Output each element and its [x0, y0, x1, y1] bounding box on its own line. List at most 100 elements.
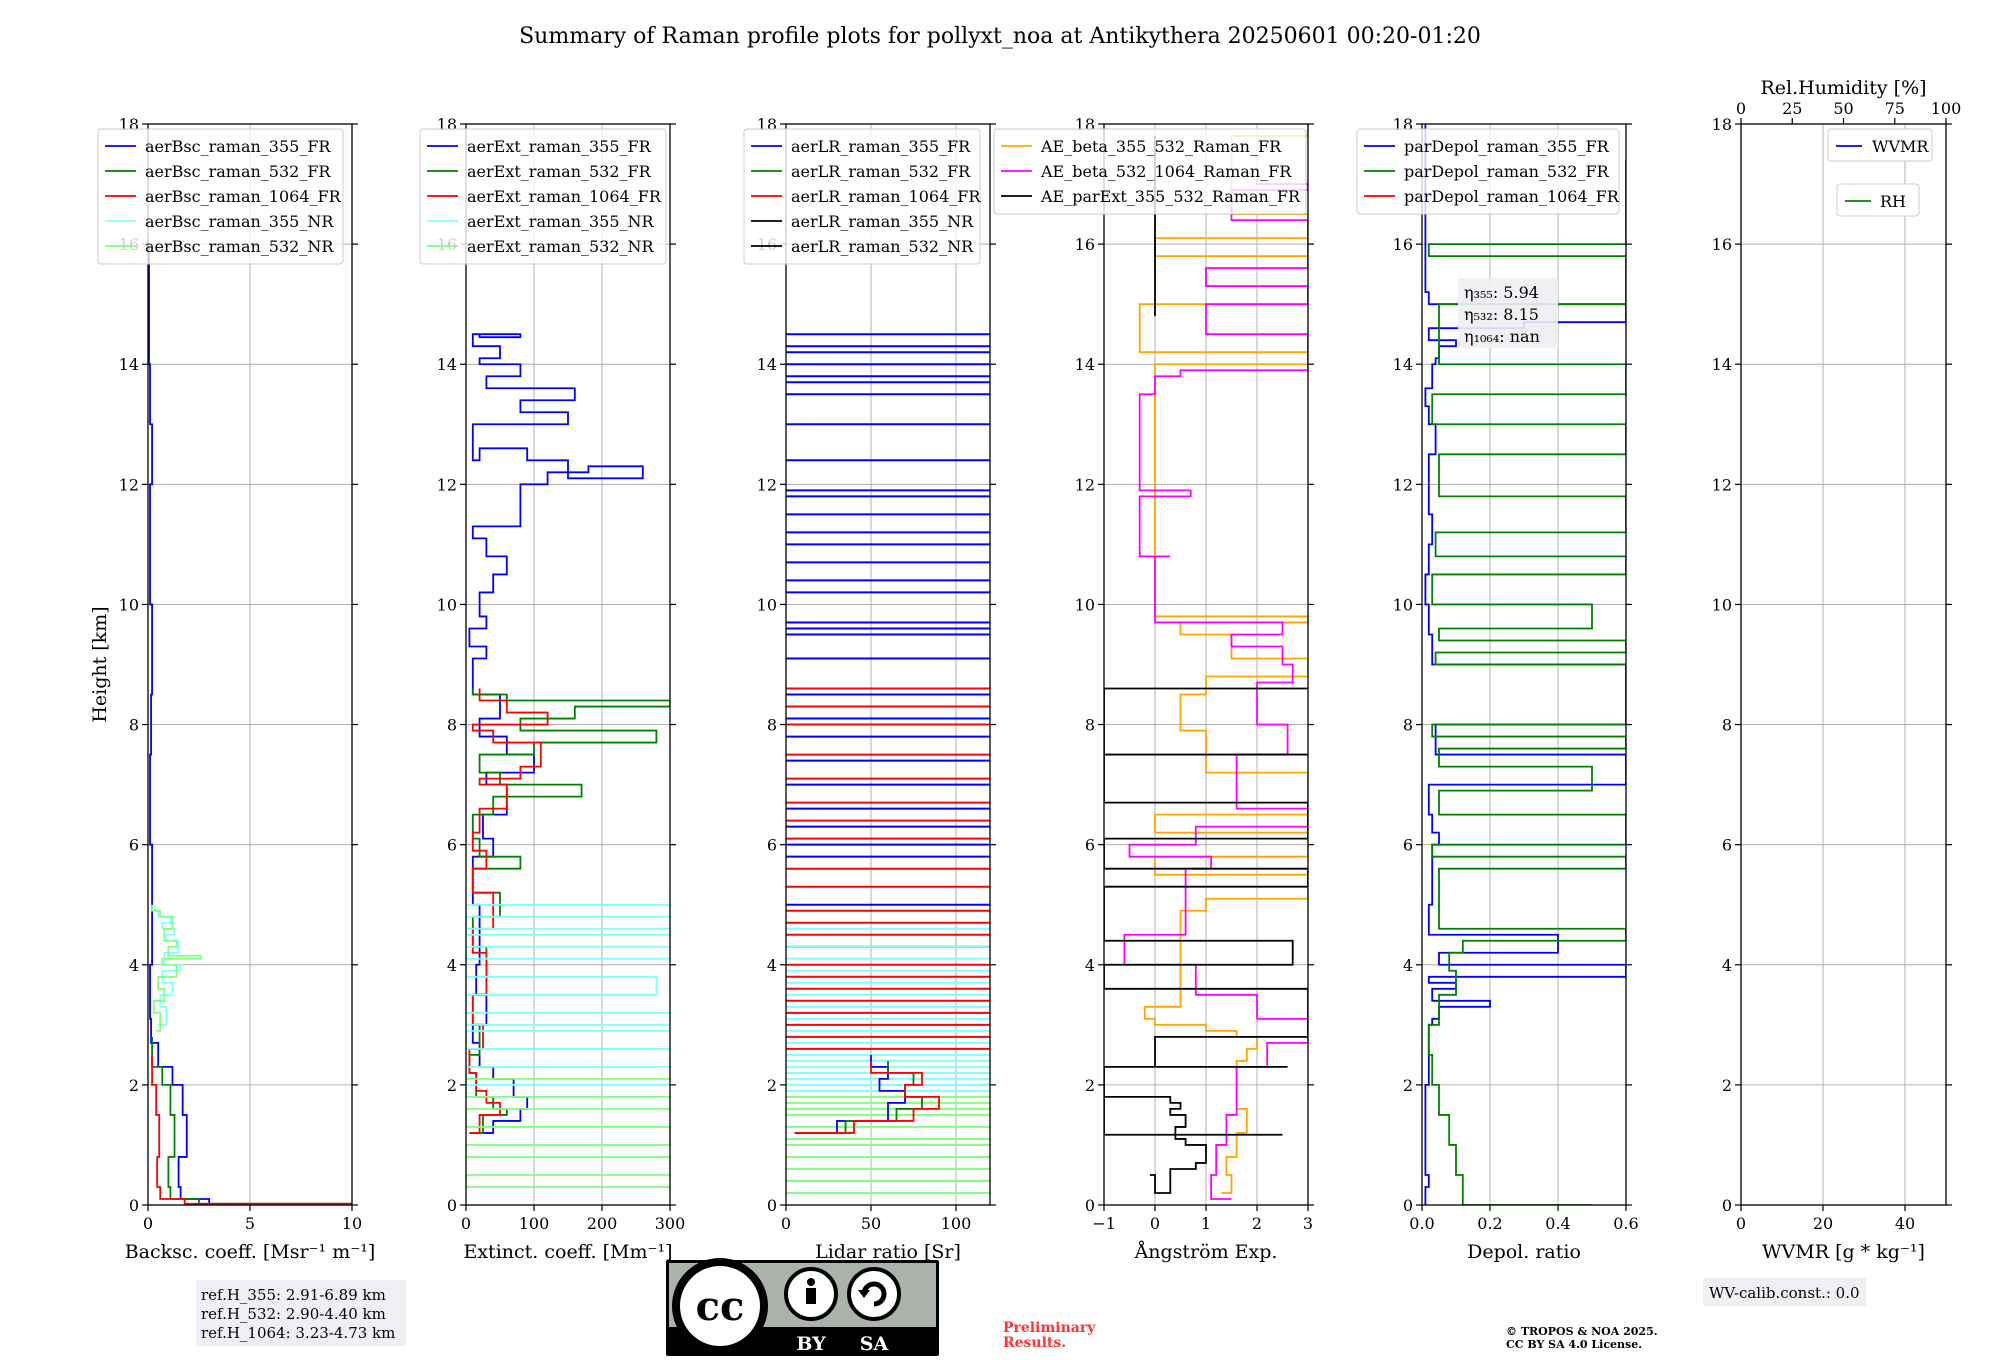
legend-box: [743, 128, 981, 265]
legend-label: aerBsc_raman_355_NR: [145, 212, 334, 231]
y-tick-label: 10: [1075, 595, 1095, 614]
y-tick-label: 16: [1712, 235, 1732, 254]
eta-annotation-box: [1458, 278, 1558, 348]
y-tick-label: 10: [1712, 595, 1732, 614]
series-aerLR_raman_1064_FR: [794, 1060, 940, 1134]
y-tick-label: 12: [119, 475, 139, 494]
x2-tick-label: 25: [1782, 99, 1802, 118]
x-axis-label: Lidar ratio [Sr]: [815, 1241, 961, 1263]
preliminary-label-line2: Results.: [1003, 1335, 1066, 1351]
legend-label: aerExt_raman_355_FR: [467, 137, 652, 156]
y-tick-label: 2: [447, 1076, 457, 1095]
y-tick-label: 2: [1722, 1076, 1732, 1095]
legend-label: WVMR: [1872, 137, 1929, 156]
y-tick-label: 8: [1722, 716, 1732, 735]
wv-calib-box: WV-calib.const.: 0.0: [1703, 1278, 1866, 1306]
x-tick-label: 2: [1252, 1214, 1262, 1233]
x-tick-label: 5: [245, 1214, 255, 1233]
y-tick-label: 8: [1403, 716, 1413, 735]
legend-label: aerBsc_raman_1064_FR: [145, 187, 342, 206]
legend-label: parDepol_raman_1064_FR: [1404, 187, 1620, 206]
x-tick-label: 200: [587, 1214, 618, 1233]
legend-label: aerBsc_raman_532_NR: [145, 237, 334, 256]
y-tick-label: 0: [767, 1196, 777, 1215]
series-aerBsc_raman_1064_FR: [151, 1054, 352, 1205]
y-tick-label: 12: [757, 475, 777, 494]
legend-label: AE_parExt_355_532_Raman_FR: [1040, 187, 1301, 206]
cc-license-badge: cc BY SA: [666, 1258, 939, 1356]
y-tick-label: 12: [1075, 475, 1095, 494]
x-tick-label: 0.6: [1613, 1214, 1638, 1233]
legend-box: [97, 128, 344, 265]
x-tick-label: 0: [1736, 1214, 1746, 1233]
series-aerExt_raman_355_FR: [468, 333, 644, 1134]
panel-bsc: 0510024681012141618Backsc. coeff. [Msr⁻¹…: [89, 115, 375, 1263]
y-tick-label: 14: [1075, 355, 1095, 374]
y-tick-label: 14: [1712, 355, 1732, 374]
legend-label: aerExt_raman_532_NR: [467, 237, 655, 256]
reference-height-355: ref.H_355: 2.91-6.89 km: [201, 1286, 386, 1304]
panel-lr: 050100024681012141618Lidar ratio [Sr]aer…: [743, 115, 996, 1263]
series-aerBsc_raman_532_FR: [151, 1036, 352, 1205]
y-tick-label: 16: [1393, 235, 1413, 254]
y-tick-label: 0: [129, 1196, 139, 1215]
x-tick-label: 3: [1303, 1214, 1313, 1233]
series-parDepol_raman_532_FR: [1427, 160, 1626, 1205]
y-tick-label: 8: [767, 716, 777, 735]
license-by-label: BY: [796, 1333, 826, 1355]
y-tick-label: 0: [1085, 1196, 1095, 1215]
legend-label: aerBsc_raman_532_FR: [145, 162, 331, 181]
legend-label: aerLR_raman_532_NR: [791, 237, 974, 256]
y-tick-label: 14: [757, 355, 777, 374]
series-AE_parExt_355_532_Raman_FR: [1104, 687, 1308, 1194]
license-sa-label: SA: [860, 1333, 889, 1355]
axes-frame-lr: [785, 123, 991, 1206]
y-tick-label: 0: [1403, 1196, 1413, 1215]
y-tick-label: 14: [1393, 355, 1413, 374]
y-tick-label: 6: [1722, 836, 1732, 855]
legend-box: [1356, 128, 1620, 215]
series-aerBsc_raman_532_NR: [151, 904, 202, 1032]
x-tick-label: 50: [861, 1214, 881, 1233]
x-tick-label: −1: [1092, 1214, 1116, 1233]
share-alike-icon: [847, 1267, 901, 1321]
y-tick-label: 2: [1085, 1076, 1095, 1095]
panels-container: 0510024681012141618Backsc. coeff. [Msr⁻¹…: [89, 77, 1961, 1263]
x-tick-label: 0: [1150, 1214, 1160, 1233]
y-axis-label: Height [km]: [89, 606, 111, 722]
x2-tick-label: 100: [1931, 99, 1962, 118]
legend-box-rh: [1836, 183, 1920, 217]
y-tick-label: 10: [1393, 595, 1413, 614]
y-tick-label: 14: [437, 355, 457, 374]
svg-text:cc: cc: [696, 1283, 745, 1330]
series-aerExt_raman_532_NR: [466, 1060, 670, 1188]
series-aerExt_raman_355_NR: [466, 903, 670, 1086]
copyright-line2: CC BY SA 4.0 License.: [1506, 1338, 1642, 1351]
y-tick-label: 4: [1722, 956, 1732, 975]
series-aerBsc_raman_355_FR: [148, 244, 352, 1205]
figure-title: Summary of Raman profile plots for polly…: [519, 24, 1481, 49]
x-tick-label: 20: [1813, 1214, 1833, 1233]
y-tick-label: 8: [129, 716, 139, 735]
eta-annotation-line: η₅₃₂: 8.15: [1464, 305, 1539, 324]
legend-label: parDepol_raman_532_FR: [1404, 162, 1610, 181]
x-tick-label: 0: [461, 1214, 471, 1233]
y-tick-label: 4: [1085, 956, 1095, 975]
x-tick-label: 0: [143, 1214, 153, 1233]
x-tick-label: 0.4: [1545, 1214, 1570, 1233]
legend-label: aerBsc_raman_355_FR: [145, 137, 331, 156]
reference-heights-box: ref.H_355: 2.91-6.89 km ref.H_532: 2.90-…: [196, 1280, 406, 1346]
legend-label: aerExt_raman_532_FR: [467, 162, 652, 181]
y-tick-label: 16: [1075, 235, 1095, 254]
y-tick-label: 6: [129, 836, 139, 855]
y-tick-label: 2: [129, 1076, 139, 1095]
y-tick-label: 6: [1403, 836, 1413, 855]
x-axis-label: Extinct. coeff. [Mm⁻¹]: [463, 1241, 672, 1263]
y-tick-label: 18: [1712, 115, 1732, 134]
y-tick-label: 2: [767, 1076, 777, 1095]
y-tick-label: 10: [757, 595, 777, 614]
legend-box-wvmr: [1827, 128, 1933, 162]
x-tick-label: 300: [655, 1214, 686, 1233]
legend-label: parDepol_raman_355_FR: [1404, 137, 1610, 156]
